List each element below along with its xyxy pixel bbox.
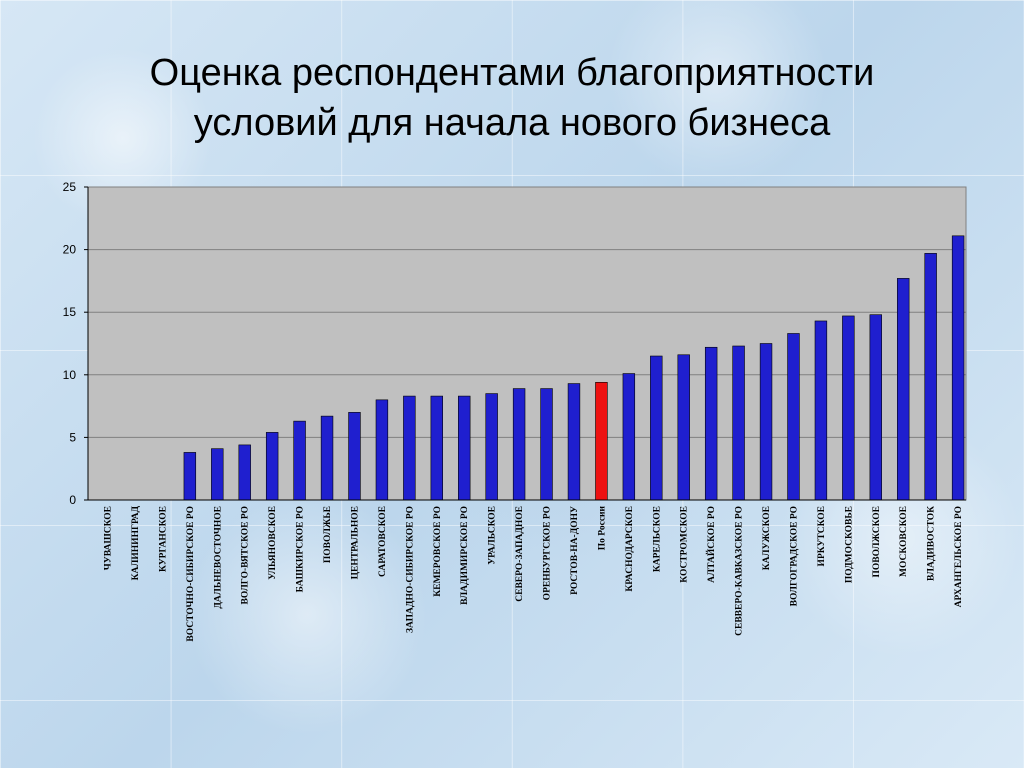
x-tick-label: КУРГАНСКОЕ <box>158 506 168 572</box>
y-tick-label: 5 <box>69 430 76 444</box>
bar <box>540 388 553 501</box>
x-tick-label: ЦЕНТРАЛЬНОЕ <box>350 506 360 579</box>
title-line-1: Оценка респондентами благоприятности <box>149 52 875 94</box>
x-tick-label: ОРЕНБУРГСКОЕ РО <box>543 506 553 600</box>
bar <box>951 235 965 501</box>
y-axis: 0 5 10 15 20 25 <box>63 180 89 507</box>
bar <box>677 354 690 501</box>
bar <box>485 393 498 501</box>
bar <box>512 388 526 501</box>
y-tick-label: 20 <box>63 243 77 257</box>
x-tick-label: БАШКИРСКОЕ РО <box>296 506 306 592</box>
bar <box>348 412 361 501</box>
y-tick-label: 15 <box>63 305 77 319</box>
bar <box>622 373 636 501</box>
bar <box>458 395 471 501</box>
bar <box>732 345 745 501</box>
x-tick-label: КЕМЕРОВСКОЕ РО <box>433 506 443 597</box>
bar <box>595 382 608 501</box>
bar <box>265 432 279 501</box>
bar <box>924 253 937 501</box>
x-tick-label: ВЛАДИВОСТОК <box>927 506 937 581</box>
bar <box>814 320 828 501</box>
bar <box>842 315 855 501</box>
x-tick-label: По России <box>597 505 607 550</box>
bar <box>897 278 910 501</box>
x-axis: ЧУВАШСКОЕ КАЛИНИНГРАД КУРГАНСКОЕ ВОСТОЧНО-С… <box>88 499 966 642</box>
x-tick-label: УЛЬЯНОВСКОЕ <box>268 506 278 580</box>
x-tick-label: СЕВВЕРО-КАВКАЗСКОЕ РО <box>735 506 745 636</box>
bar <box>430 395 443 501</box>
title-line-2: условий для начала нового бизнеса <box>193 102 831 144</box>
x-tick-label: ВЛАДИМИРСКОЕ РО <box>460 506 470 605</box>
bar <box>787 333 800 501</box>
x-tick-label: КРАСНОДАРСКОЕ <box>625 506 635 592</box>
x-tick-label: ИРКУТСКОЕ <box>817 506 827 566</box>
x-tick-label: МОСКОВСКОЕ <box>899 506 909 577</box>
x-tick-label: УРАЛЬСКОЕ <box>488 506 498 565</box>
bar <box>375 399 389 501</box>
x-tick-label: АРХАНГЕЛЬСКОЕ РО <box>954 506 964 607</box>
x-tick-label: ВОСТОЧНО-СИБИРСКОЕ РО <box>186 506 196 642</box>
x-tick-label: КАЛУЖСКОЕ <box>762 506 772 570</box>
bar <box>759 343 773 501</box>
page-title: Оценка респондентами благоприятности усл… <box>0 48 1024 148</box>
bars <box>183 235 965 501</box>
bar <box>567 383 581 501</box>
x-tick-label: КОСТРОМСКОЕ <box>680 506 690 583</box>
bar <box>403 395 416 501</box>
x-tick-label: КАЛИНИНГРАД <box>131 506 141 581</box>
x-tick-label: ЗАПАДНО-СИБИРСКОЕ РО <box>405 506 415 633</box>
y-tick-label: 0 <box>69 493 76 507</box>
bar <box>238 444 251 501</box>
x-tick-label: СЕВЕРО-ЗАПАДНОЕ <box>515 506 525 602</box>
x-tick-label: КАРЕЛЬСКОЕ <box>652 506 662 572</box>
x-tick-label: САРАТОВСКОЕ <box>378 506 388 577</box>
x-tick-label: РОСТОВ-НА-ДОНУ <box>570 506 580 595</box>
y-tick-label: 10 <box>63 368 77 382</box>
bar <box>183 452 197 501</box>
x-tick-label: ВОЛГОГРАДСКОЕ РО <box>789 506 799 606</box>
bar <box>293 420 306 501</box>
bar <box>650 355 663 501</box>
y-tick-label: 25 <box>63 180 77 194</box>
x-tick-label: ВОЛГО-ВЯТСКОЕ РО <box>241 506 251 605</box>
x-tick-label: ПОДМОСКОВЬЕ <box>844 506 854 583</box>
bar <box>704 346 718 501</box>
x-tick-label: ДАЛЬНЕВОСТОЧНОЕ <box>213 506 223 609</box>
bar <box>869 314 882 501</box>
x-tick-label: ПОВОЛЖСКОЕ <box>872 506 882 578</box>
bar <box>211 448 224 501</box>
bar <box>320 415 334 501</box>
x-tick-label: ПОВОЛЖЬЕ <box>323 506 333 563</box>
x-tick-label: ЧУВАШСКОЕ <box>104 506 114 570</box>
x-tick-label: АЛТАЙСКОЕ РО <box>705 506 717 583</box>
